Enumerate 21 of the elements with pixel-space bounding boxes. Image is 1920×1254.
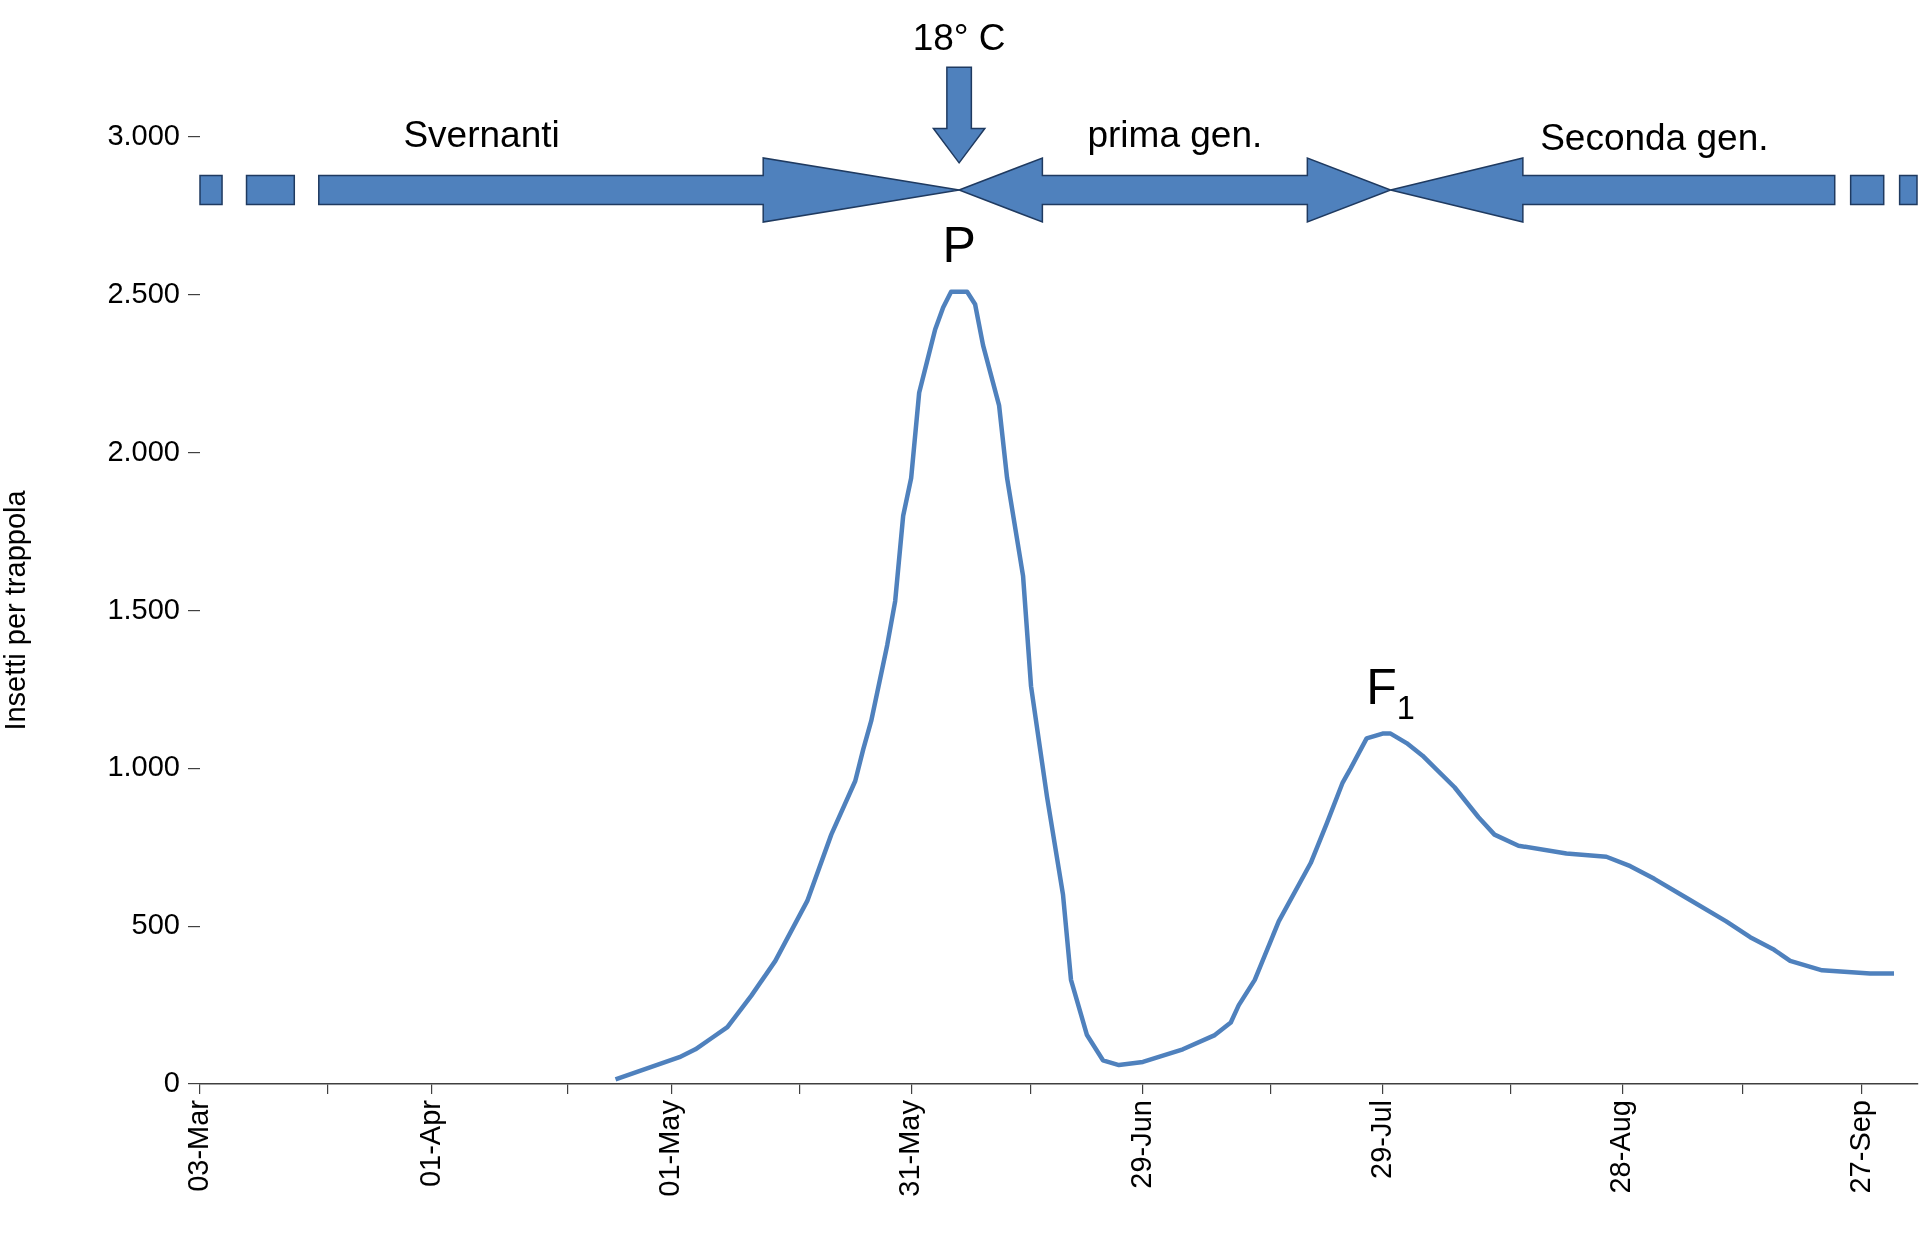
x-tick-label: 01-Apr: [413, 1099, 446, 1188]
y-tick-label: 500: [131, 908, 180, 941]
y-tick-label: 1.000: [107, 750, 180, 783]
x-tick-label: 27-Sep: [1844, 1100, 1877, 1194]
annotation: Seconda gen.: [1540, 117, 1769, 158]
annotation: prima gen.: [1087, 114, 1263, 155]
y-tick-label: 0: [163, 1066, 180, 1098]
text: 18° C: [912, 17, 1006, 58]
x-tick-label: 01-May: [653, 1099, 686, 1197]
annotation: Svernanti: [403, 114, 560, 155]
y-tick-label: 1.500: [107, 592, 180, 625]
y-axis-title: Insetti per trappola: [0, 489, 32, 731]
annotation: P: [942, 216, 976, 273]
y-tick-label: 2.000: [107, 434, 180, 467]
x-tick-label: 03-Mar: [182, 1099, 214, 1192]
y-tick-label: 3.000: [107, 119, 180, 151]
x-tick-label: 31-May: [893, 1099, 926, 1197]
x-tick-label: 29-Jul: [1364, 1100, 1397, 1179]
x-tick-label: 29-Jun: [1124, 1100, 1157, 1189]
y-tick-label: 2.500: [107, 276, 180, 309]
x-tick-label: 28-Aug: [1604, 1100, 1637, 1194]
